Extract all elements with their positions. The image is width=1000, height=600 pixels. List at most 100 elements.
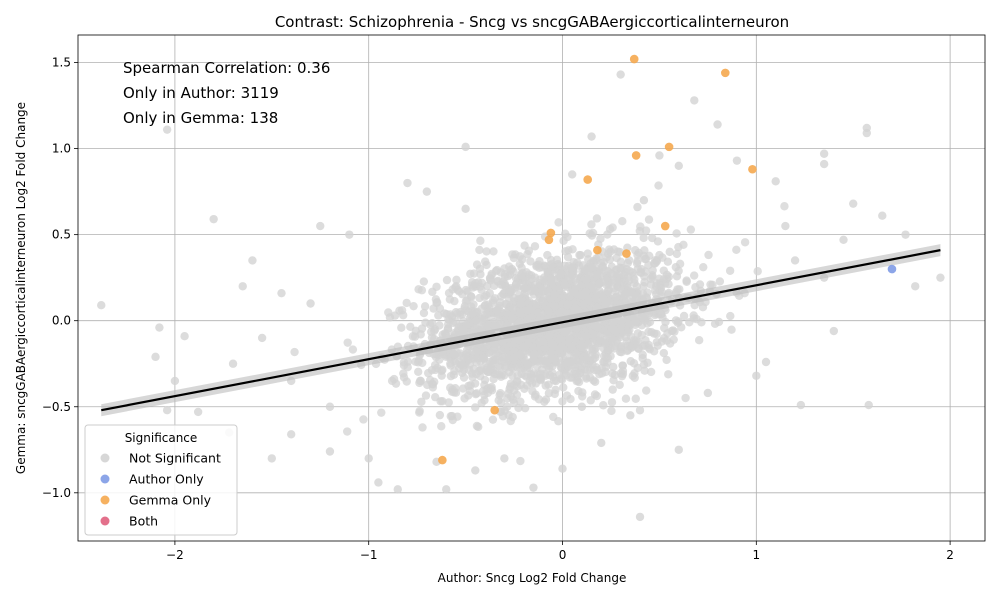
point-not-significant [689,271,699,280]
point-not-significant [472,347,481,357]
point-not-significant [608,223,617,232]
point-not-significant [662,270,672,280]
legend-marker-author-only [100,474,110,484]
point-not-significant [428,318,437,328]
point-not-significant [535,337,544,347]
point-not-significant [501,362,510,371]
point-not-significant [461,142,470,152]
point-not-significant [582,275,591,284]
point-not-significant [752,371,761,380]
point-not-significant [489,247,498,256]
point-not-significant [534,308,543,318]
point-not-significant [471,279,480,288]
point-not-significant [633,256,642,266]
point-not-significant [556,374,566,383]
point-not-significant [578,300,588,309]
point-not-significant [483,367,492,377]
point-not-significant [461,350,470,359]
point-not-significant [629,336,639,345]
point-not-significant [511,280,521,289]
point-not-significant [591,353,600,362]
point-not-significant [587,132,596,141]
point-not-significant [528,386,537,396]
point-not-significant [641,226,651,235]
point-not-significant [662,355,671,365]
point-not-significant [508,412,517,422]
point-not-significant [393,485,402,494]
point-not-significant [575,369,585,378]
point-not-significant [513,377,522,386]
point-not-significant [520,241,529,250]
point-not-significant [450,296,459,306]
point-not-significant [646,274,656,284]
point-gemma-only [664,142,674,152]
point-author-only [887,264,897,274]
legend-label-author-only: Author Only [129,472,204,487]
point-not-significant [566,394,575,404]
point-not-significant [523,360,533,369]
point-not-significant [715,277,725,286]
point-not-significant [583,249,592,258]
point-not-significant [453,412,462,421]
point-not-significant [561,247,570,256]
point-not-significant [458,361,467,370]
point-not-significant [661,317,670,327]
point-not-significant [477,285,486,295]
point-not-significant [781,221,790,231]
regression-line [101,249,941,412]
point-not-significant [426,327,436,337]
point-not-significant [325,447,335,456]
point-not-significant [415,408,424,417]
point-not-significant [555,335,565,345]
point-not-significant [849,199,858,208]
point-not-significant [636,267,645,277]
point-not-significant [451,317,460,327]
point-not-significant [563,357,573,367]
point-not-significant [480,396,489,405]
point-not-significant [489,281,499,291]
point-not-significant [526,257,535,266]
point-not-significant [679,311,689,321]
point-not-significant [449,349,459,359]
point-not-significant [345,230,354,239]
point-not-significant [642,293,651,302]
point-not-significant [500,270,510,279]
point-not-significant [325,402,335,411]
point-not-significant [343,338,352,347]
y-axis-label: Gemma: sncgGABAergiccorticalinterneuron … [14,102,28,474]
point-not-significant [567,170,577,179]
point-not-significant [477,316,487,325]
legend-marker-both [100,516,110,526]
point-not-significant [727,325,736,334]
point-gemma-only [622,249,631,258]
point-not-significant [520,284,529,293]
point-not-significant [449,370,459,380]
point-not-significant [550,354,559,364]
point-not-significant [476,236,485,245]
point-not-significant [544,307,553,316]
point-not-significant [625,266,634,276]
point-not-significant [582,331,591,341]
point-not-significant [414,367,423,376]
point-not-significant [472,421,482,431]
point-not-significant [671,316,681,325]
point-not-significant [642,386,651,395]
point-not-significant [592,214,602,223]
point-not-significant [583,340,593,349]
point-not-significant [485,274,495,284]
point-not-significant [653,341,662,350]
point-not-significant [714,317,724,327]
point-not-significant [655,151,664,160]
point-not-significant [556,269,566,278]
point-not-significant [482,247,491,256]
point-not-significant [596,234,605,243]
point-not-significant [471,316,481,325]
point-not-significant [472,307,482,317]
x-tick-label-0: −2 [166,548,184,562]
point-not-significant [578,357,588,366]
point-not-significant [878,211,887,220]
point-not-significant [560,328,569,337]
point-gemma-only [721,68,730,78]
y-tick-label-5: 1.5 [52,56,71,70]
point-not-significant [554,218,563,227]
